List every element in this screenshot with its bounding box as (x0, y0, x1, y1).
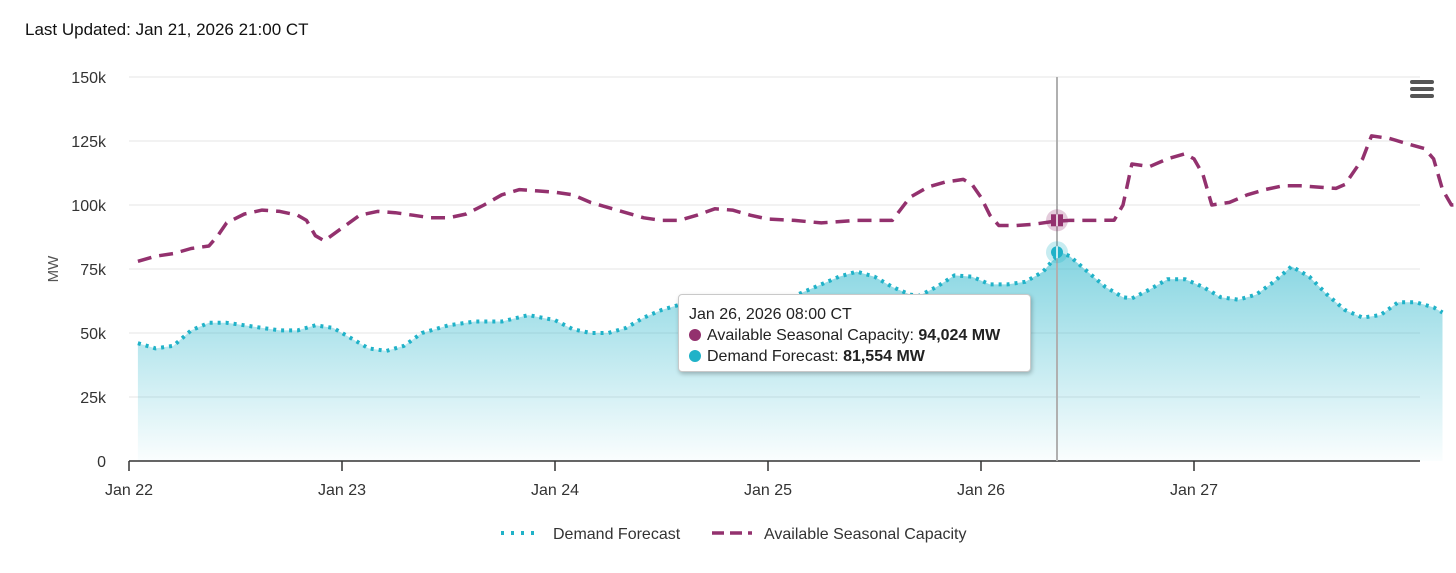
y-axis-title: MW (45, 255, 62, 282)
x-tick-label: Jan 22 (105, 482, 153, 499)
x-tick-label: Jan 27 (1170, 482, 1218, 499)
x-axis: Jan 22 Jan 23 Jan 24 Jan 25 Jan 26 Jan 27 (105, 460, 1420, 499)
legend-label: Demand Forecast (553, 526, 681, 543)
y-tick-label: 75k (80, 262, 107, 279)
legend-item[interactable]: Demand Forecast (501, 526, 681, 543)
y-tick-label: 0 (97, 454, 106, 471)
x-tick-label: Jan 26 (957, 482, 1005, 499)
demand-forecast-line (137, 250, 1444, 353)
hover-markers (1046, 77, 1068, 461)
y-tick-label: 100k (71, 198, 107, 215)
tooltip-demand-value: 81,554 MW (843, 348, 925, 365)
x-tick-label: Jan 25 (744, 482, 792, 499)
legend[interactable]: Demand Forecast Available Seasonal Capaci… (501, 526, 967, 543)
tooltip-capacity-label: Available Seasonal Capacity: (707, 327, 919, 344)
y-tick-label: 125k (71, 134, 107, 151)
x-tick-label: Jan 24 (531, 482, 579, 499)
tooltip-row-capacity: Available Seasonal Capacity: 94,024 MW (689, 325, 1020, 346)
chart-menu-icon[interactable] (1410, 80, 1434, 100)
last-updated-text: Last Updated: Jan 21, 2026 21:00 CT (25, 20, 309, 39)
demand-dot-icon (689, 350, 701, 362)
tooltip: Jan 26, 2026 08:00 CT Available Seasonal… (678, 294, 1031, 372)
tooltip-demand-label: Demand Forecast: (707, 348, 844, 365)
tooltip-capacity-value: 94,024 MW (918, 327, 1001, 344)
tooltip-title: Jan 26, 2026 08:00 CT (689, 306, 852, 323)
y-tick-label: 50k (80, 326, 107, 343)
y-axis: 0 25k 50k 75k 100k 125k 150k MW (45, 70, 107, 471)
legend-label: Available Seasonal Capacity (764, 526, 967, 543)
capacity-dot-icon (689, 329, 701, 341)
tooltip-row-demand: Demand Forecast: 81,554 MW (689, 346, 1020, 367)
y-tick-label: 25k (80, 390, 107, 407)
legend-item[interactable]: Available Seasonal Capacity (712, 526, 967, 543)
capacity-line (137, 134, 1456, 263)
x-tick-label: Jan 23 (318, 482, 366, 499)
y-tick-label: 150k (71, 70, 107, 87)
